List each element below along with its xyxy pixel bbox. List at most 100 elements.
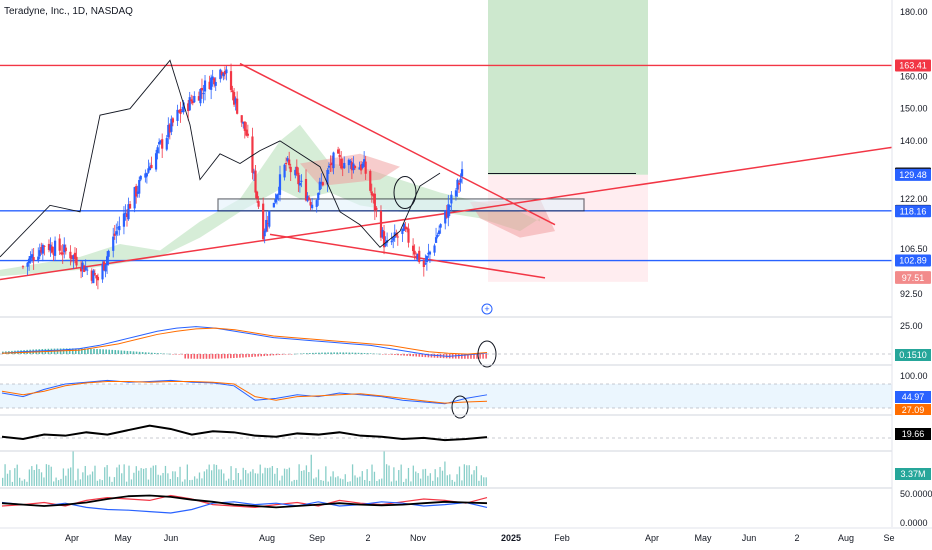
- volume-bar: [164, 465, 167, 486]
- macd-pane[interactable]: [0, 326, 892, 368]
- volume-bar: [398, 470, 400, 486]
- volume-bar: [72, 451, 74, 486]
- volume-bar: [191, 479, 193, 486]
- stochastic-pane[interactable]: [0, 379, 892, 419]
- time-tick-label: Apr: [65, 533, 79, 543]
- candle-body: [188, 97, 191, 111]
- volume-bar: [19, 477, 21, 486]
- price-axis[interactable]: 180.00 160.00 150.00 140.00 122.00 106.50 92.5…: [895, 7, 932, 528]
- stoch-k-badge: [895, 391, 931, 403]
- candle-body: [242, 121, 245, 124]
- candle-body: [223, 70, 227, 75]
- macd-histogram-bar: [150, 352, 153, 354]
- candle-body: [297, 172, 300, 185]
- candle-body: [286, 158, 289, 161]
- candle-body: [168, 124, 171, 133]
- candle-body: [459, 178, 462, 183]
- volume-bar: [364, 479, 366, 486]
- price-tick-label: 180.00: [900, 7, 928, 17]
- candle-body: [456, 179, 459, 190]
- candle-body: [70, 255, 74, 259]
- volume-bar: [276, 468, 278, 486]
- volume-bar: [254, 473, 257, 486]
- candle-body: [424, 263, 427, 265]
- volume-bar: [150, 467, 152, 486]
- macd-histogram-bar: [482, 354, 484, 359]
- candle-body: [309, 201, 312, 206]
- price-pane[interactable]: +: [0, 0, 893, 315]
- macd-histogram-bar: [81, 348, 83, 354]
- candle-body: [199, 89, 202, 104]
- candle-body: [350, 162, 354, 171]
- candle-body: [272, 202, 275, 208]
- macd-histogram-bar: [345, 352, 348, 354]
- candle-body: [294, 169, 297, 176]
- volume-bar: [9, 470, 11, 486]
- candle-body: [95, 275, 98, 279]
- macd-histogram-bar: [406, 354, 408, 356]
- macd-histogram-bar: [111, 349, 114, 354]
- volume-bar: [485, 477, 487, 486]
- macd-histogram-bar: [141, 352, 144, 354]
- volume-bar: [172, 471, 174, 486]
- macd-histogram-bar: [464, 354, 466, 359]
- time-tick-label: Nov: [410, 533, 427, 543]
- volume-bar: [198, 472, 201, 486]
- candle-body: [438, 230, 441, 235]
- macd-histogram-bar: [378, 353, 381, 355]
- volume-bar: [159, 475, 162, 486]
- candle-body: [246, 133, 249, 136]
- stoch-tick: 100.00: [900, 371, 928, 381]
- candle-body: [240, 115, 243, 123]
- volume-bar: [62, 468, 65, 486]
- candle-body: [436, 235, 439, 237]
- candle-body: [236, 98, 239, 114]
- volume-bar: [412, 465, 414, 486]
- macd-histogram-bar: [287, 354, 290, 355]
- volume-bar: [475, 466, 478, 486]
- candle-body: [177, 110, 181, 112]
- volume-bar: [373, 471, 376, 486]
- volume-bar: [461, 480, 463, 486]
- volume-bar: [383, 451, 385, 486]
- candle-body: [40, 247, 43, 253]
- volume-bar: [368, 480, 371, 486]
- volume-bar: [193, 476, 196, 486]
- volume-bar: [82, 472, 84, 486]
- candle-body: [106, 256, 109, 266]
- candle-body: [219, 69, 222, 80]
- dmi-pane[interactable]: [1, 494, 488, 514]
- volume-bar: [417, 473, 419, 486]
- candle-body: [326, 170, 329, 185]
- candle-body: [379, 210, 383, 238]
- candle-body: [347, 159, 350, 166]
- candle-body: [29, 256, 32, 262]
- macd-histogram-bar: [154, 352, 156, 354]
- candle-body: [234, 98, 237, 104]
- time-axis[interactable]: Apr May Jun Aug Sep 2 Nov 2025 Feb Apr May Jun 2 Aug S…: [0, 527, 932, 543]
- candle-body: [311, 204, 314, 209]
- candle-body: [283, 164, 286, 178]
- volume-bar: [96, 480, 99, 486]
- macd-histogram-bar: [394, 354, 396, 355]
- volume-bar: [378, 479, 380, 486]
- volume-bar: [89, 474, 91, 486]
- volume-bar: [152, 465, 154, 486]
- candle-body: [41, 244, 44, 254]
- volume-bar: [111, 481, 113, 486]
- volume-bar: [70, 467, 72, 486]
- candle-body: [364, 161, 367, 174]
- candle-body: [138, 180, 141, 194]
- macd-histogram-bar: [196, 354, 199, 359]
- volume-pane[interactable]: [2, 451, 487, 486]
- macd-histogram-bar: [87, 348, 89, 354]
- annotation-circle: [477, 340, 497, 368]
- volume-bar: [247, 473, 249, 486]
- candle-body: [405, 227, 409, 230]
- macd-histogram-bar: [181, 354, 183, 355]
- volume-bar: [298, 464, 300, 486]
- adx-pane[interactable]: [0, 424, 892, 442]
- candle-body: [245, 129, 248, 136]
- candle-body: [92, 270, 95, 284]
- macd-histogram-bar: [309, 353, 311, 354]
